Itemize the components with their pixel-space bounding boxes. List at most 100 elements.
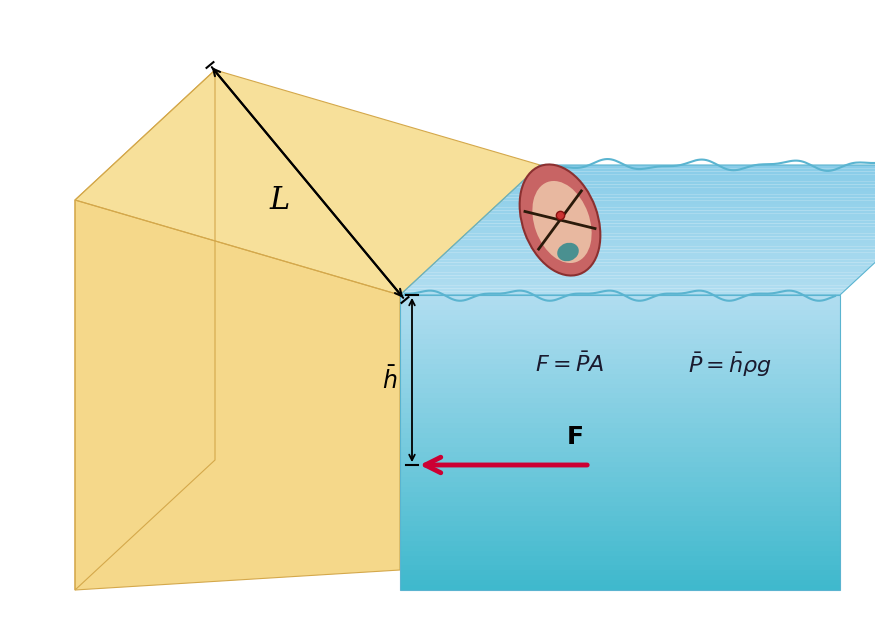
Polygon shape bbox=[400, 467, 840, 472]
Polygon shape bbox=[400, 506, 840, 511]
Polygon shape bbox=[403, 288, 847, 292]
Polygon shape bbox=[487, 210, 875, 214]
Polygon shape bbox=[400, 438, 840, 443]
Polygon shape bbox=[400, 398, 840, 403]
Ellipse shape bbox=[520, 165, 600, 276]
Ellipse shape bbox=[532, 181, 592, 263]
Polygon shape bbox=[400, 354, 840, 359]
Polygon shape bbox=[452, 243, 875, 246]
Polygon shape bbox=[445, 249, 875, 252]
Polygon shape bbox=[400, 546, 840, 551]
Polygon shape bbox=[400, 359, 840, 364]
Polygon shape bbox=[400, 447, 840, 452]
Polygon shape bbox=[400, 531, 840, 536]
Polygon shape bbox=[400, 516, 840, 521]
Polygon shape bbox=[400, 384, 840, 388]
Polygon shape bbox=[400, 295, 840, 300]
Polygon shape bbox=[505, 194, 875, 197]
Polygon shape bbox=[400, 477, 840, 482]
Polygon shape bbox=[421, 273, 864, 276]
Polygon shape bbox=[75, 200, 400, 590]
Polygon shape bbox=[456, 240, 875, 243]
Polygon shape bbox=[410, 282, 854, 285]
Polygon shape bbox=[480, 217, 875, 220]
Polygon shape bbox=[400, 492, 840, 497]
Polygon shape bbox=[400, 292, 843, 295]
Polygon shape bbox=[494, 204, 875, 207]
Polygon shape bbox=[519, 181, 875, 185]
Polygon shape bbox=[400, 379, 840, 384]
Polygon shape bbox=[75, 70, 215, 590]
Polygon shape bbox=[428, 266, 872, 269]
Polygon shape bbox=[491, 207, 875, 210]
Polygon shape bbox=[435, 259, 875, 263]
Text: $F = \bar{P}A$: $F = \bar{P}A$ bbox=[536, 353, 605, 377]
Polygon shape bbox=[400, 320, 840, 325]
Polygon shape bbox=[533, 168, 875, 171]
Polygon shape bbox=[459, 237, 875, 240]
Polygon shape bbox=[424, 269, 868, 273]
Polygon shape bbox=[400, 502, 840, 506]
Polygon shape bbox=[501, 197, 875, 201]
Polygon shape bbox=[400, 457, 840, 462]
Polygon shape bbox=[522, 178, 875, 181]
Polygon shape bbox=[400, 330, 840, 334]
Polygon shape bbox=[431, 263, 875, 266]
Polygon shape bbox=[400, 418, 840, 423]
Polygon shape bbox=[400, 462, 840, 467]
Text: $\bar{h}$: $\bar{h}$ bbox=[382, 366, 397, 394]
Polygon shape bbox=[400, 428, 840, 433]
Polygon shape bbox=[75, 70, 540, 295]
Polygon shape bbox=[400, 585, 840, 590]
Polygon shape bbox=[400, 349, 840, 354]
Text: L: L bbox=[270, 185, 290, 216]
Polygon shape bbox=[414, 279, 858, 282]
Text: $\bar{P} = \bar{h}\rho g$: $\bar{P} = \bar{h}\rho g$ bbox=[688, 351, 772, 379]
Polygon shape bbox=[484, 214, 875, 217]
Polygon shape bbox=[449, 246, 875, 249]
Polygon shape bbox=[407, 285, 850, 288]
Polygon shape bbox=[400, 374, 840, 379]
Polygon shape bbox=[400, 536, 840, 541]
Polygon shape bbox=[400, 487, 840, 492]
Polygon shape bbox=[400, 565, 840, 570]
Text: F: F bbox=[566, 425, 584, 449]
Polygon shape bbox=[508, 191, 875, 194]
Polygon shape bbox=[400, 561, 840, 565]
Polygon shape bbox=[400, 393, 840, 398]
Polygon shape bbox=[400, 364, 840, 369]
Polygon shape bbox=[417, 276, 861, 279]
Polygon shape bbox=[400, 521, 840, 526]
Polygon shape bbox=[466, 230, 875, 233]
Polygon shape bbox=[400, 526, 840, 531]
Polygon shape bbox=[400, 575, 840, 580]
Polygon shape bbox=[400, 511, 840, 516]
Polygon shape bbox=[400, 310, 840, 315]
Polygon shape bbox=[526, 175, 875, 178]
Polygon shape bbox=[400, 551, 840, 556]
Polygon shape bbox=[473, 224, 875, 227]
Polygon shape bbox=[400, 570, 840, 575]
Polygon shape bbox=[400, 541, 840, 546]
Polygon shape bbox=[400, 433, 840, 438]
Polygon shape bbox=[400, 423, 840, 428]
Polygon shape bbox=[400, 305, 840, 310]
Polygon shape bbox=[400, 300, 840, 305]
Polygon shape bbox=[400, 413, 840, 418]
Polygon shape bbox=[400, 580, 840, 585]
Polygon shape bbox=[477, 220, 875, 224]
Polygon shape bbox=[400, 482, 840, 487]
Ellipse shape bbox=[557, 243, 578, 261]
Polygon shape bbox=[400, 556, 840, 561]
Polygon shape bbox=[536, 165, 875, 168]
Polygon shape bbox=[463, 233, 875, 237]
Polygon shape bbox=[400, 497, 840, 502]
Polygon shape bbox=[529, 171, 875, 175]
Polygon shape bbox=[442, 252, 875, 256]
Polygon shape bbox=[400, 452, 840, 457]
Polygon shape bbox=[438, 256, 875, 259]
Polygon shape bbox=[400, 315, 840, 320]
Polygon shape bbox=[400, 325, 840, 330]
Polygon shape bbox=[400, 334, 840, 339]
Polygon shape bbox=[498, 201, 875, 204]
